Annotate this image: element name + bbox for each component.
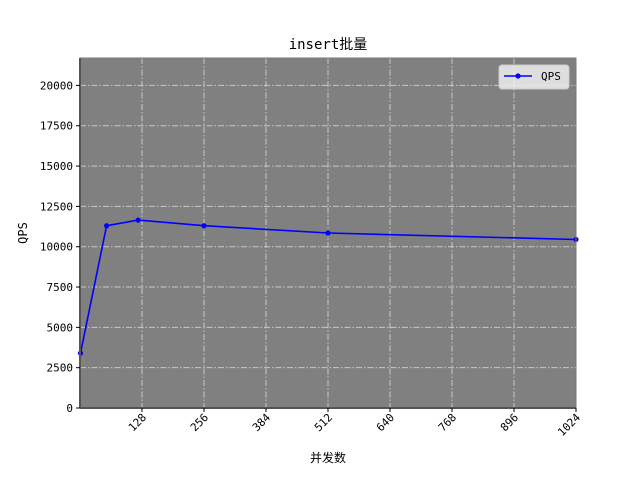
x-tick-label: 896 xyxy=(498,411,521,434)
y-tick-label: 12500 xyxy=(40,200,73,213)
data-point xyxy=(135,217,141,223)
x-tick-label: 1024 xyxy=(555,411,583,439)
x-tick-label: 128 xyxy=(126,411,149,434)
x-tick-label: 256 xyxy=(188,411,211,434)
y-tick-label: 0 xyxy=(66,402,73,415)
x-tick-label: 512 xyxy=(312,411,335,434)
y-tick-label: 20000 xyxy=(40,79,73,92)
legend-box xyxy=(498,64,570,90)
legend: QPS xyxy=(498,64,570,90)
x-axis-label: 并发数 xyxy=(310,450,346,465)
y-tick-label: 10000 xyxy=(40,241,73,254)
y-tick-label: 5000 xyxy=(47,321,74,334)
x-tick-label: 768 xyxy=(436,411,459,434)
data-point xyxy=(201,223,207,229)
y-tick-label: 17500 xyxy=(40,120,73,133)
data-point xyxy=(104,223,110,229)
x-tick-label: 640 xyxy=(374,411,397,434)
series-line-qps xyxy=(79,219,577,354)
legend-marker-icon xyxy=(515,73,521,79)
y-tick-label: 7500 xyxy=(47,281,74,294)
y-tick-label: 15000 xyxy=(40,160,73,173)
chart-title: insert批量 xyxy=(289,37,368,53)
y-tick-label: 2500 xyxy=(47,362,74,375)
x-tick-label: 384 xyxy=(250,411,274,435)
y-axis-label: QPS xyxy=(16,222,30,244)
data-point xyxy=(325,230,331,236)
legend-label: QPS xyxy=(541,70,561,83)
series-layer xyxy=(77,217,579,356)
